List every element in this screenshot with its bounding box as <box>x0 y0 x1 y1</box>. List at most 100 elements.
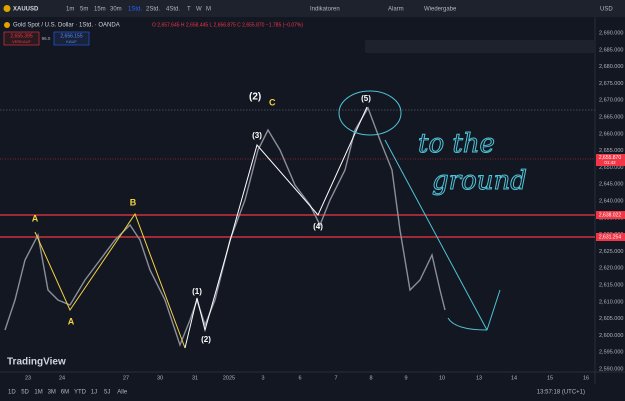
time-tick-label: 14 <box>511 375 517 381</box>
time-tick-label: 15 <box>547 375 553 381</box>
range-button[interactable]: 1M <box>34 390 42 396</box>
time-tick-label: 31 <box>192 375 198 381</box>
legend-title: Gold Spot / U.S. Dollar · 1Std. · OANDA <box>13 23 120 29</box>
time-tick-label: 2025 <box>223 375 235 381</box>
line-price: 2,638.022 <box>599 212 621 218</box>
time-tick-label: 27 <box>123 375 129 381</box>
price-tick-label: 2,675.000 <box>599 81 623 87</box>
countdown: 01:42 <box>604 160 616 165</box>
buy-button[interactable] <box>53 31 90 46</box>
price-tick-label: 2,685.000 <box>599 47 623 53</box>
replay[interactable]: Wiedergabe <box>424 7 457 13</box>
price-tick-label: 2,625.000 <box>599 249 623 255</box>
price-tick-label: 2,595.000 <box>599 350 623 356</box>
price-tick-label: 2,645.000 <box>599 182 623 188</box>
range-button[interactable]: 6M <box>61 390 69 396</box>
legend-icon <box>4 22 10 28</box>
indicators[interactable]: Indikatoren <box>310 7 340 13</box>
impulse-wave <box>184 106 368 349</box>
price-tick-label: 2,615.000 <box>599 282 623 288</box>
alarm[interactable]: Alarm <box>388 7 404 13</box>
spread: 96.0 <box>42 36 51 41</box>
abc-wave <box>34 212 186 349</box>
time-tick-label: 30 <box>157 375 163 381</box>
clock: 13:57:18 (UTC+1) <box>537 390 585 396</box>
price-tick-label: 2,670.000 <box>599 98 623 104</box>
wave-label: C <box>269 97 276 107</box>
wave-label: (2) <box>201 335 211 344</box>
wave-label: (1) <box>192 287 202 296</box>
time-tick-label: 8 <box>369 375 372 381</box>
logo: TradingView <box>7 357 66 368</box>
price-tick-label: 2,610.000 <box>599 299 623 305</box>
circle-drawing <box>338 90 402 136</box>
buy-label: KAUF <box>66 39 77 44</box>
price-tick-label: 2,620.000 <box>599 266 623 272</box>
sell-button[interactable] <box>3 31 40 46</box>
price-tick-label: 2,650.000 <box>599 165 623 171</box>
last-price: 2,655.870 <box>599 155 621 161</box>
time-tick-label: 6 <box>298 375 301 381</box>
range-button[interactable]: YTD <box>74 390 87 396</box>
price-tick-label: 2,665.000 <box>599 114 623 120</box>
handwriting: ground <box>432 166 527 196</box>
symbol-icon <box>3 5 11 12</box>
price-tick-label: 2,690.000 <box>599 30 623 36</box>
range-button[interactable]: 1J <box>91 390 97 396</box>
interval[interactable]: W <box>196 7 202 13</box>
currency[interactable]: USD <box>600 7 613 13</box>
interval[interactable]: 2Std. <box>146 7 160 13</box>
wave-label: (4) <box>313 222 323 231</box>
wave-label: (3) <box>252 131 262 140</box>
time-tick-label: 9 <box>404 375 407 381</box>
line-price-tag <box>596 233 625 241</box>
interval[interactable]: T <box>187 7 191 13</box>
time-tick-label: 23 <box>25 375 31 381</box>
wave-label: B <box>130 197 137 207</box>
range-button[interactable]: Alle <box>117 390 128 396</box>
price-tick-label: 2,655.000 <box>599 148 623 154</box>
interval[interactable]: 30m <box>110 7 122 13</box>
bottom-bar <box>0 384 625 401</box>
wave-label: A <box>68 316 75 326</box>
handwriting: to the <box>418 129 495 159</box>
legend-ohlc: O 2,657.645 H 2,658.445 L 2,656.875 C 2,… <box>152 22 303 28</box>
interval[interactable]: 1m <box>66 7 74 13</box>
price-tick-label: 2,640.000 <box>599 198 623 204</box>
price-tick-label: 2,605.000 <box>599 316 623 322</box>
range-button[interactable]: 5D <box>21 390 29 396</box>
line-price: 2,631.254 <box>599 234 621 240</box>
price-tick-label: 2,600.000 <box>599 333 623 339</box>
range-button[interactable]: 1D <box>8 390 16 396</box>
range-button[interactable]: 5J <box>104 390 110 396</box>
line-price-tag <box>596 211 625 219</box>
interval[interactable]: 4Std. <box>166 7 180 13</box>
time-tick-label: 10 <box>439 375 445 381</box>
time-tick-label: 13 <box>476 375 482 381</box>
time-tick-label: 24 <box>59 375 65 381</box>
time-tick-label: 3 <box>261 375 264 381</box>
buy-price: 2,656.155 <box>60 33 82 39</box>
symbol[interactable]: XAUUSD <box>13 7 39 13</box>
price-tick-label: 2,590.000 <box>599 366 623 372</box>
interval[interactable]: M <box>206 7 211 13</box>
time-tick-label: 16 <box>583 375 589 381</box>
range-button[interactable]: 3M <box>48 390 56 396</box>
toolbar <box>0 0 625 17</box>
arrow-drawing <box>384 139 501 331</box>
interval[interactable]: 1Std. <box>128 7 142 13</box>
wave-label: A <box>32 213 39 223</box>
time-tick-label: 7 <box>334 375 337 381</box>
sell-label: VERKAUF <box>12 39 31 44</box>
drawing-toolbar[interactable] <box>365 40 595 53</box>
sell-price: 2,655.395 <box>10 33 32 39</box>
price-tick-label: 2,680.000 <box>599 64 623 70</box>
last-price-tag <box>596 154 625 166</box>
interval[interactable]: 15m <box>94 7 106 13</box>
interval[interactable]: 5m <box>80 7 88 13</box>
price-tick-label: 2,660.000 <box>599 131 623 137</box>
wave-label: (2) <box>249 92 261 103</box>
wave-label: (5) <box>361 94 371 103</box>
